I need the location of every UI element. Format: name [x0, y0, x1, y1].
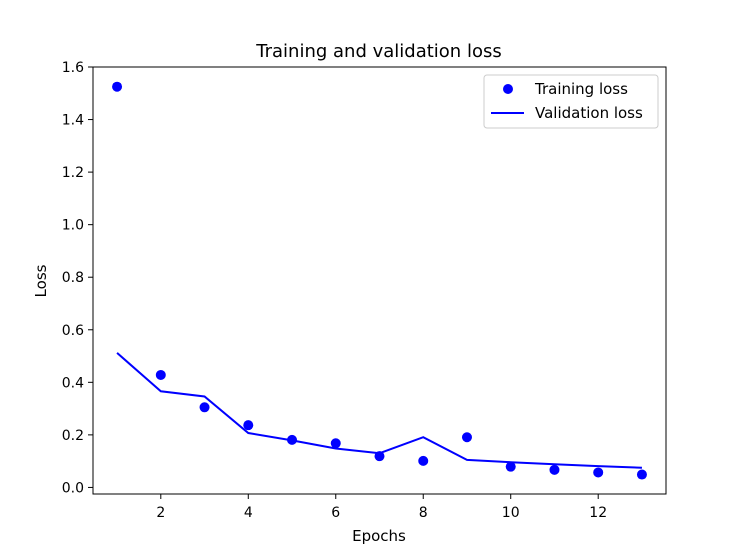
y-axis: 0.0 0.2 0.4 0.6 0.8 1.0 1.2 1.4 1.6: [62, 60, 93, 496]
x-tick-label: 4: [244, 505, 253, 521]
training-loss-point: [155, 369, 166, 380]
training-loss-point: [593, 467, 604, 478]
y-tick-label: 0.2: [62, 428, 84, 444]
legend-label-training-loss: Training loss: [534, 80, 628, 98]
x-axis-label: Epochs: [352, 527, 406, 545]
x-tick-label: 8: [419, 505, 428, 521]
plot-area: [112, 81, 647, 480]
y-tick-label: 1.6: [62, 60, 84, 76]
training-loss-point: [112, 81, 123, 92]
legend-marker-training-loss: [503, 84, 513, 94]
y-tick-label: 1.4: [62, 113, 84, 129]
training-loss-point: [636, 469, 647, 480]
validation-loss-line: [116, 352, 642, 469]
y-tick-label: 0.8: [62, 270, 84, 286]
training-loss-point: [418, 455, 429, 466]
training-loss-point: [549, 464, 560, 475]
y-tick-label: 1.0: [62, 218, 84, 234]
y-tick-label: 1.2: [62, 165, 84, 181]
chart-title: Training and validation loss: [255, 41, 501, 62]
x-tick-label: 6: [331, 505, 340, 521]
legend-box: [483, 74, 659, 129]
x-axis: 2 4 6 8 10 12: [156, 494, 607, 521]
training-loss-point: [461, 432, 472, 443]
x-tick-label: 12: [589, 505, 607, 521]
plot-frame: [92, 66, 667, 495]
y-tick-label: 0.0: [62, 480, 84, 496]
training-loss-point: [330, 438, 341, 449]
training-loss-point: [505, 461, 516, 472]
y-tick-label: 0.4: [62, 375, 84, 391]
training-loss-point: [199, 402, 210, 413]
y-axis-label: Loss: [32, 264, 50, 297]
y-tick-label: 0.6: [62, 323, 84, 339]
training-loss-point: [243, 420, 254, 431]
legend-label-validation-loss: Validation loss: [535, 104, 643, 122]
x-tick-label: 10: [502, 505, 520, 521]
legend: Training loss Validation loss: [483, 74, 659, 129]
x-tick-label: 2: [156, 505, 165, 521]
